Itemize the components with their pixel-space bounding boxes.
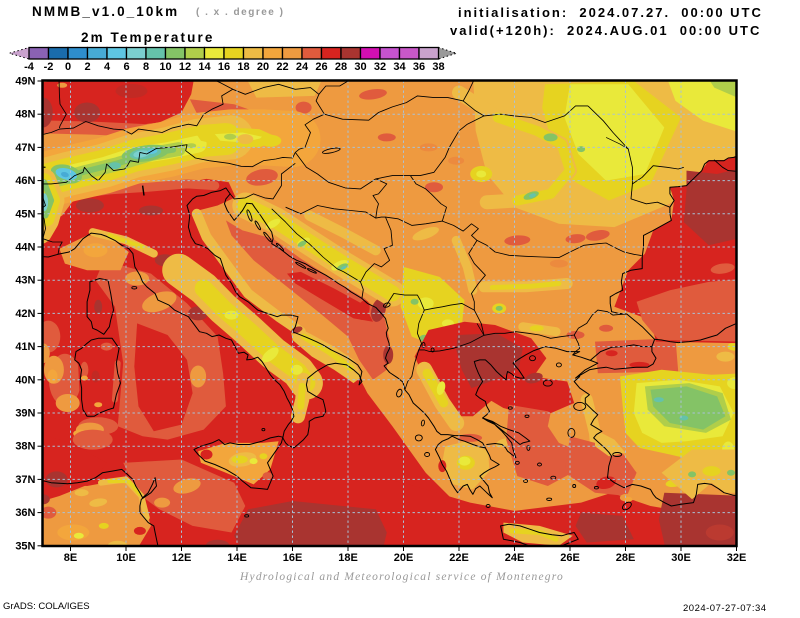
svg-text:36N: 36N [15,507,35,519]
svg-text:-4: -4 [24,61,35,73]
svg-text:43N: 43N [15,275,35,287]
svg-text:Hydrological and Meteorologica: Hydrological and Meteorological service … [239,571,564,583]
svg-text:10: 10 [159,61,171,73]
svg-text:14: 14 [198,61,211,73]
svg-text:2: 2 [84,61,90,73]
svg-text:38: 38 [432,61,444,73]
svg-text:initialisation: 2024.07.27.: initialisation: 2024.07.27. 00:00 UTC [458,5,763,20]
svg-text:2m Temperature: 2m Temperature [81,30,214,45]
svg-text:0: 0 [65,61,71,73]
svg-text:34: 34 [393,61,406,73]
svg-text:39N: 39N [15,408,35,420]
svg-text:38N: 38N [15,441,35,453]
svg-text:valid(+120h): 2024.AUG.01 00: valid(+120h): 2024.AUG.01 00:00 UTC [450,23,761,38]
svg-text:2024-07-27-07:34: 2024-07-27-07:34 [683,603,767,614]
svg-text:NMMB_v1.0_10km: NMMB_v1.0_10km [32,4,179,19]
svg-text:32E: 32E [727,552,747,564]
svg-text:12E: 12E [172,552,192,564]
svg-text:20E: 20E [394,552,414,564]
svg-text:28E: 28E [616,552,636,564]
svg-text:6: 6 [123,61,129,73]
svg-text:48N: 48N [15,109,35,121]
svg-text:47N: 47N [15,142,35,154]
svg-text:8: 8 [143,61,149,73]
svg-text:14E: 14E [227,552,247,564]
svg-text:36: 36 [413,61,425,73]
svg-text:30: 30 [354,61,366,73]
svg-text:44N: 44N [15,242,35,254]
svg-text:24: 24 [296,61,309,73]
svg-text:22: 22 [276,61,288,73]
svg-text:26E: 26E [560,552,580,564]
svg-text:28: 28 [335,61,347,73]
svg-text:35N: 35N [15,540,35,552]
svg-text:8E: 8E [64,552,77,564]
svg-text:26: 26 [315,61,327,73]
svg-text:46N: 46N [15,175,35,187]
svg-text:37N: 37N [15,474,35,486]
svg-text:4: 4 [104,61,111,73]
svg-text:40N: 40N [15,374,35,386]
svg-text:16: 16 [218,61,230,73]
svg-text:22E: 22E [449,552,469,564]
svg-text:18E: 18E [338,552,358,564]
svg-text:-2: -2 [44,61,54,73]
svg-text:24E: 24E [505,552,525,564]
svg-text:GrADS: COLA/IGES: GrADS: COLA/IGES [3,601,90,612]
svg-text:45N: 45N [15,208,35,220]
svg-text:16E: 16E [283,552,303,564]
svg-text:32: 32 [374,61,386,73]
svg-text:41N: 41N [15,341,35,353]
svg-text:30E: 30E [671,552,691,564]
svg-text:12: 12 [179,61,191,73]
svg-text:49N: 49N [15,76,35,88]
svg-text:42N: 42N [15,308,35,320]
svg-text:18: 18 [237,61,249,73]
svg-text:20: 20 [257,61,269,73]
svg-text:( . x . degree ): ( . x . degree ) [196,7,284,18]
svg-text:10E: 10E [116,552,136,564]
